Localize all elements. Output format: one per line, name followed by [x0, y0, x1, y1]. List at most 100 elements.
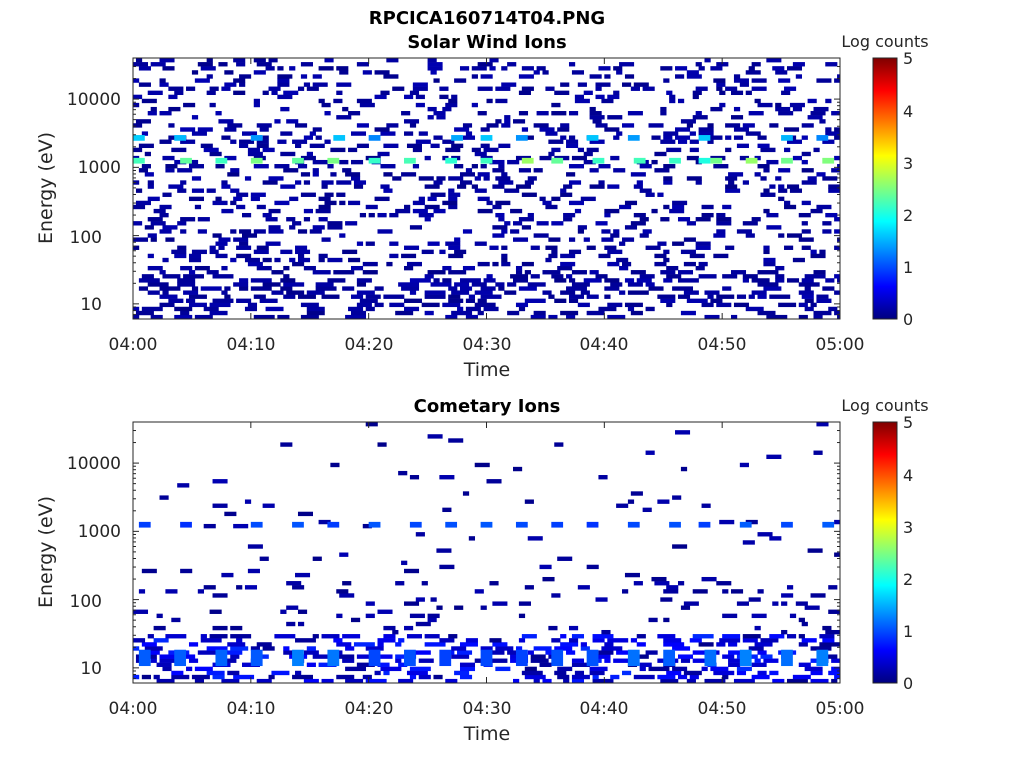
- heatmap-cell: [365, 678, 387, 684]
- heatmap-cell: [144, 225, 154, 230]
- heatmap-cell: [518, 217, 534, 222]
- heatmap-cell: [739, 82, 749, 87]
- heatmap-cell: [168, 135, 178, 140]
- heatmap-cell: [645, 192, 655, 197]
- heatmap-cell: [212, 593, 228, 598]
- heatmap-cell: [286, 290, 305, 295]
- intensity-cell: [180, 157, 192, 164]
- heatmap-cell: [636, 642, 646, 647]
- heatmap-cell: [719, 102, 726, 108]
- heatmap-cell: [619, 265, 629, 271]
- heatmap-cell: [825, 629, 841, 635]
- heatmap-cell: [203, 306, 219, 312]
- heatmap-cell: [677, 294, 691, 299]
- heatmap-cell: [716, 86, 723, 91]
- heatmap-cell: [424, 294, 446, 299]
- heatmap-cell: [518, 638, 526, 643]
- heatmap-cell: [707, 123, 714, 128]
- heatmap-cell: [598, 650, 614, 655]
- heatmap-cell: [677, 278, 699, 283]
- heatmap-cell: [722, 286, 732, 291]
- heatmap-cell: [253, 102, 260, 108]
- heatmap-cell: [383, 625, 396, 631]
- heatmap-cell: [566, 139, 579, 144]
- heatmap-cell: [321, 180, 334, 185]
- heatmap-cell: [374, 654, 393, 659]
- heatmap-cell: [789, 102, 805, 108]
- heatmap-cell: [831, 666, 841, 672]
- heatmap-cell: [336, 589, 349, 594]
- heatmap-cell: [339, 233, 346, 238]
- heatmap-cell: [834, 217, 841, 222]
- heatmap-cell: [295, 123, 308, 128]
- heatmap-cell: [186, 86, 196, 91]
- heatmap-cell: [362, 261, 378, 267]
- heatmap-cell: [654, 261, 667, 267]
- heatmap-cell: [754, 172, 761, 177]
- heatmap-cell: [406, 143, 422, 149]
- heatmap-cell: [451, 290, 470, 295]
- heatmap-cell: [454, 605, 464, 610]
- heatmap-cell: [568, 180, 582, 185]
- heatmap-cell: [353, 642, 375, 647]
- heatmap-cell: [775, 265, 785, 271]
- heatmap-cell: [595, 221, 608, 226]
- heatmap-cell: [663, 204, 670, 210]
- heatmap-cell: [598, 164, 611, 169]
- heatmap-cell: [563, 184, 573, 189]
- heatmap-cell: [527, 282, 546, 287]
- heatmap-cell: [510, 229, 520, 234]
- heatmap-cell: [601, 646, 623, 651]
- heatmap-cell: [834, 519, 841, 525]
- heatmap-cell: [336, 642, 352, 647]
- heatmap-cell: [604, 212, 611, 218]
- heatmap-cell: [742, 180, 749, 185]
- heatmap-cell: [427, 613, 440, 619]
- heatmap-cell: [672, 241, 685, 246]
- heatmap-cell: [645, 245, 661, 250]
- heatmap-cell: [574, 208, 582, 214]
- heatmap-cell: [739, 462, 749, 468]
- heatmap-cell: [191, 249, 207, 255]
- heatmap-cell: [822, 286, 835, 291]
- heatmap-cell: [448, 634, 458, 639]
- heatmap-cell: [356, 282, 367, 287]
- heatmap-cell: [610, 282, 623, 287]
- heatmap-cell: [389, 253, 399, 259]
- heatmap-cell: [268, 208, 281, 214]
- heatmap-cell: [604, 208, 620, 214]
- heatmap-cell: [563, 678, 570, 684]
- heatmap-cell: [306, 310, 325, 316]
- heatmap-cell: [766, 58, 782, 63]
- heatmap-cell: [345, 172, 361, 177]
- heatmap-cell: [418, 176, 434, 181]
- heatmap-cell: [359, 298, 378, 303]
- heatmap-cell: [598, 66, 611, 71]
- heatmap-cell: [583, 159, 596, 165]
- heatmap-cell: [297, 294, 316, 299]
- heatmap-cell: [666, 274, 682, 279]
- heatmap-cell: [813, 450, 823, 455]
- heatmap-cell: [825, 98, 832, 104]
- heatmap-cell: [448, 188, 455, 193]
- heatmap-cell: [616, 503, 629, 508]
- heatmap-cell: [150, 237, 157, 242]
- heatmap-cell: [616, 131, 623, 136]
- heatmap-cell: [831, 111, 841, 116]
- heatmap-cell: [427, 106, 437, 112]
- heatmap-cell: [613, 135, 620, 140]
- heatmap-cell: [333, 270, 355, 275]
- heatmap-cell: [418, 674, 431, 680]
- heatmap-cell: [660, 139, 676, 144]
- heatmap-cell: [427, 115, 434, 120]
- heatmap-cell: [186, 666, 193, 672]
- heatmap-cell: [462, 491, 470, 496]
- heatmap-cell: [554, 298, 567, 303]
- heatmap-cell: [480, 164, 487, 169]
- heatmap-cell: [259, 127, 269, 132]
- heatmap-cell: [513, 119, 526, 124]
- heatmap-cell: [766, 225, 782, 230]
- heatmap-cell: [495, 176, 511, 181]
- colorbar-frame: [872, 421, 898, 684]
- heatmap-cell: [442, 200, 458, 206]
